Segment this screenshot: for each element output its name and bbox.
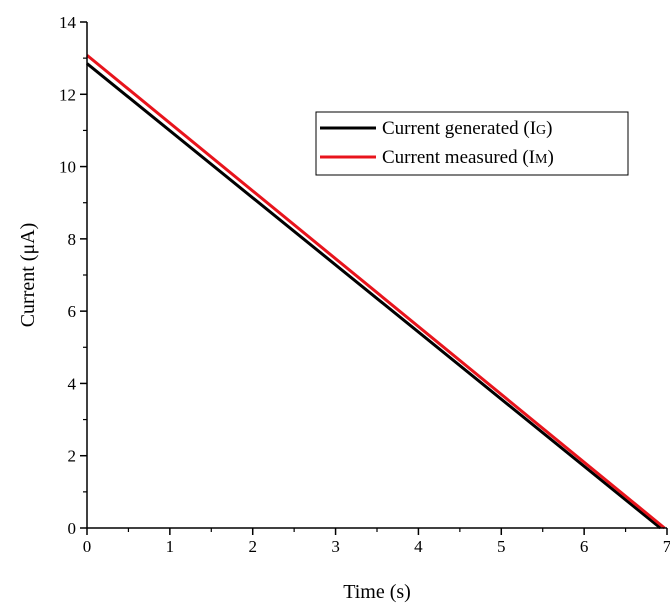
y-tick-label: 2 bbox=[68, 447, 77, 466]
legend-label-measured: Current measured (IM) bbox=[382, 147, 554, 168]
y-tick-label: 14 bbox=[59, 13, 77, 32]
x-tick-label: 4 bbox=[414, 537, 423, 556]
x-tick-label: 1 bbox=[166, 537, 175, 556]
y-tick-label: 12 bbox=[59, 85, 76, 104]
y-axis-title: Current (μA) bbox=[17, 223, 39, 328]
x-tick-label: 6 bbox=[580, 537, 589, 556]
y-tick-label: 4 bbox=[68, 374, 77, 393]
y-tick-label: 0 bbox=[68, 519, 77, 538]
series-line-generated bbox=[86, 62, 662, 530]
x-tick-label: 3 bbox=[331, 537, 340, 556]
series-layer bbox=[86, 54, 666, 530]
series-line-measured bbox=[86, 54, 666, 530]
x-tick-label: 2 bbox=[248, 537, 257, 556]
x-tick-label: 7 bbox=[663, 537, 670, 556]
x-tick-label: 0 bbox=[83, 537, 92, 556]
y-tick-label: 8 bbox=[68, 230, 77, 249]
legend: Current generated (IG) Current measured … bbox=[315, 111, 629, 176]
legend-label-generated: Current generated (IG) bbox=[382, 118, 553, 139]
legend-box bbox=[315, 111, 629, 176]
x-tick-label: 5 bbox=[497, 537, 506, 556]
x-axis-title: Time (s) bbox=[343, 581, 411, 603]
y-tick-label: 6 bbox=[68, 302, 77, 321]
y-tick-label: 10 bbox=[59, 158, 76, 177]
